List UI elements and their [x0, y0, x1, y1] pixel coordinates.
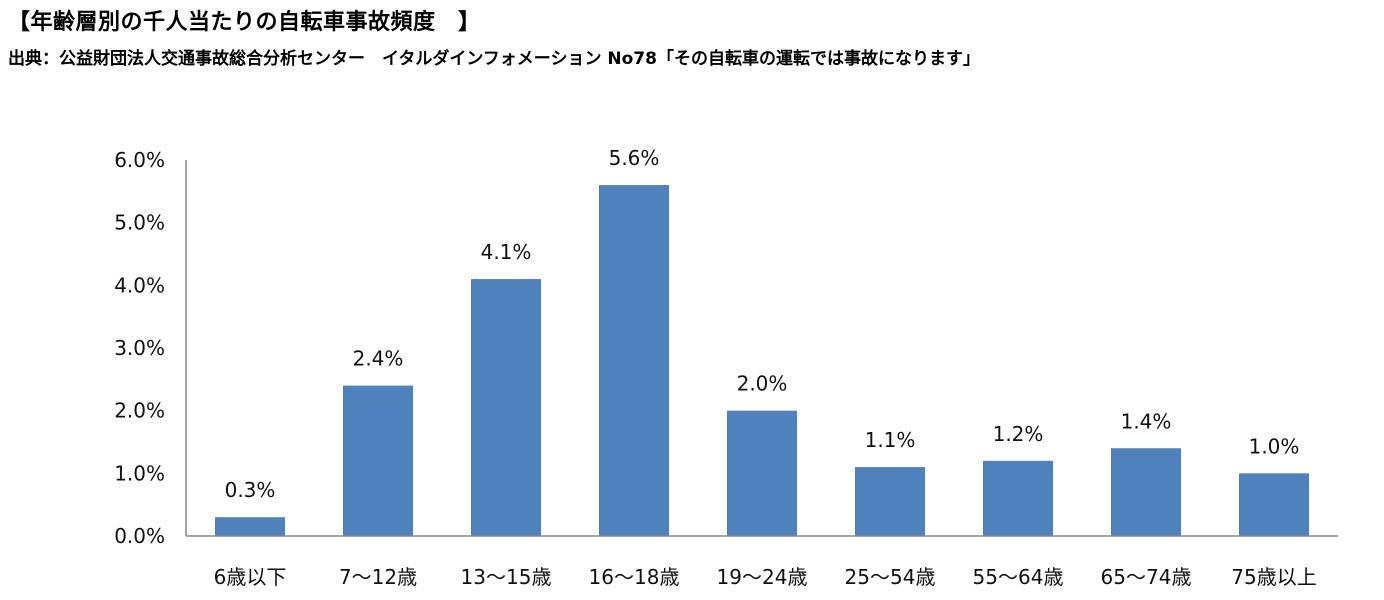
bar — [727, 410, 797, 536]
bar — [343, 385, 413, 536]
bar — [983, 460, 1053, 536]
data-label: 0.3% — [225, 478, 276, 502]
y-tick-label: 0.0% — [114, 524, 165, 548]
category-label: 55～64歳 — [973, 565, 1064, 589]
y-tick-label: 6.0% — [114, 148, 165, 172]
bar — [599, 185, 669, 537]
y-axis-tick-labels: 0.0% 1.0% 2.0% 3.0% 4.0% 5.0% 6.0% — [114, 148, 165, 548]
y-tick-label: 5.0% — [114, 211, 165, 235]
category-label: 65～74歳 — [1101, 565, 1192, 589]
category-label: 7～12歳 — [339, 565, 417, 589]
chart-source: 出典：公益財団法人交通事故総合分析センター イタルダインフォメーション No78… — [8, 49, 980, 69]
data-label: 1.4% — [1121, 409, 1172, 433]
bar — [855, 467, 925, 536]
chart-title: 【年齢層別の千人当たりの自転車事故頻度 】 — [8, 10, 481, 35]
data-label: 2.0% — [737, 372, 788, 396]
y-tick-label: 2.0% — [114, 399, 165, 423]
bar — [471, 279, 541, 536]
bar — [1111, 448, 1181, 536]
y-tick-label: 1.0% — [114, 461, 165, 485]
data-label: 1.2% — [993, 422, 1044, 446]
data-label: 1.0% — [1249, 434, 1300, 458]
category-label: 16～18歳 — [589, 565, 680, 589]
y-tick-label: 4.0% — [114, 273, 165, 297]
category-label: 19～24歳 — [717, 565, 808, 589]
category-label: 13～15歳 — [461, 565, 552, 589]
data-labels: 0.3% 2.4% 4.1% 5.6% 2.0% 1.1% 1.2% 1.4% 1.0% — [225, 146, 1300, 502]
data-label: 1.1% — [865, 428, 916, 452]
category-label: 75歳以上 — [1231, 565, 1316, 589]
axes — [185, 160, 1338, 537]
bars — [215, 185, 1309, 537]
data-label: 2.4% — [353, 347, 404, 371]
bar — [215, 517, 285, 536]
data-label: 5.6% — [609, 146, 660, 170]
y-tick-label: 3.0% — [114, 336, 165, 360]
category-label: 25～54歳 — [845, 565, 936, 589]
bar — [1239, 473, 1309, 536]
category-label: 6歳以下 — [214, 565, 287, 589]
data-label: 4.1% — [481, 240, 532, 264]
x-axis-category-labels: 6歳以下 7～12歳 13～15歳 16～18歳 19～24歳 25～54歳 55～64歳 6… — [214, 565, 1317, 589]
